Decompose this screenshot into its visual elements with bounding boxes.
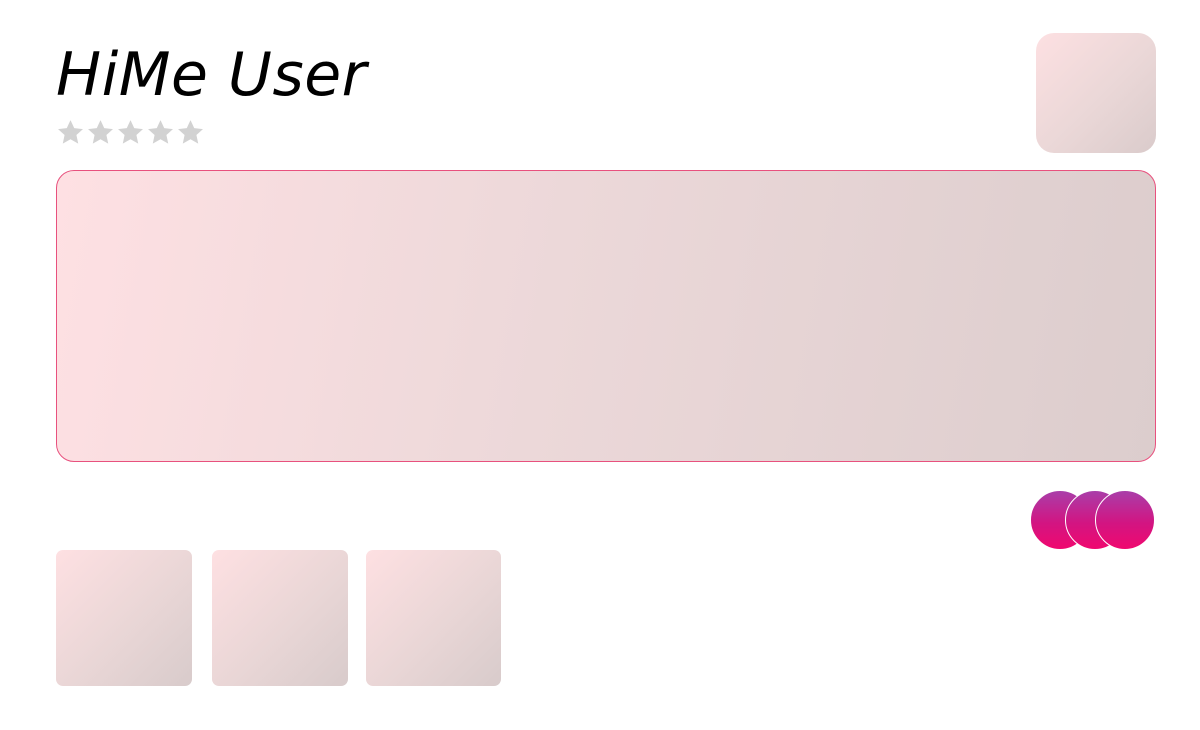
star-icon[interactable] xyxy=(176,118,205,147)
user-name: HiMe User xyxy=(56,40,367,110)
star-icon[interactable] xyxy=(86,118,115,147)
avatar[interactable] xyxy=(1036,33,1156,153)
gallery-thumbnail[interactable] xyxy=(366,550,501,686)
star-icon[interactable] xyxy=(116,118,145,147)
star-icon[interactable] xyxy=(56,118,85,147)
gallery-thumbnail[interactable] xyxy=(56,550,192,686)
follower-avatars[interactable] xyxy=(1030,490,1156,550)
star-icon[interactable] xyxy=(146,118,175,147)
star-rating[interactable] xyxy=(56,114,205,150)
follower-avatar[interactable] xyxy=(1095,490,1155,550)
gallery-thumbnail[interactable] xyxy=(212,550,348,686)
cover-banner xyxy=(56,170,1156,462)
